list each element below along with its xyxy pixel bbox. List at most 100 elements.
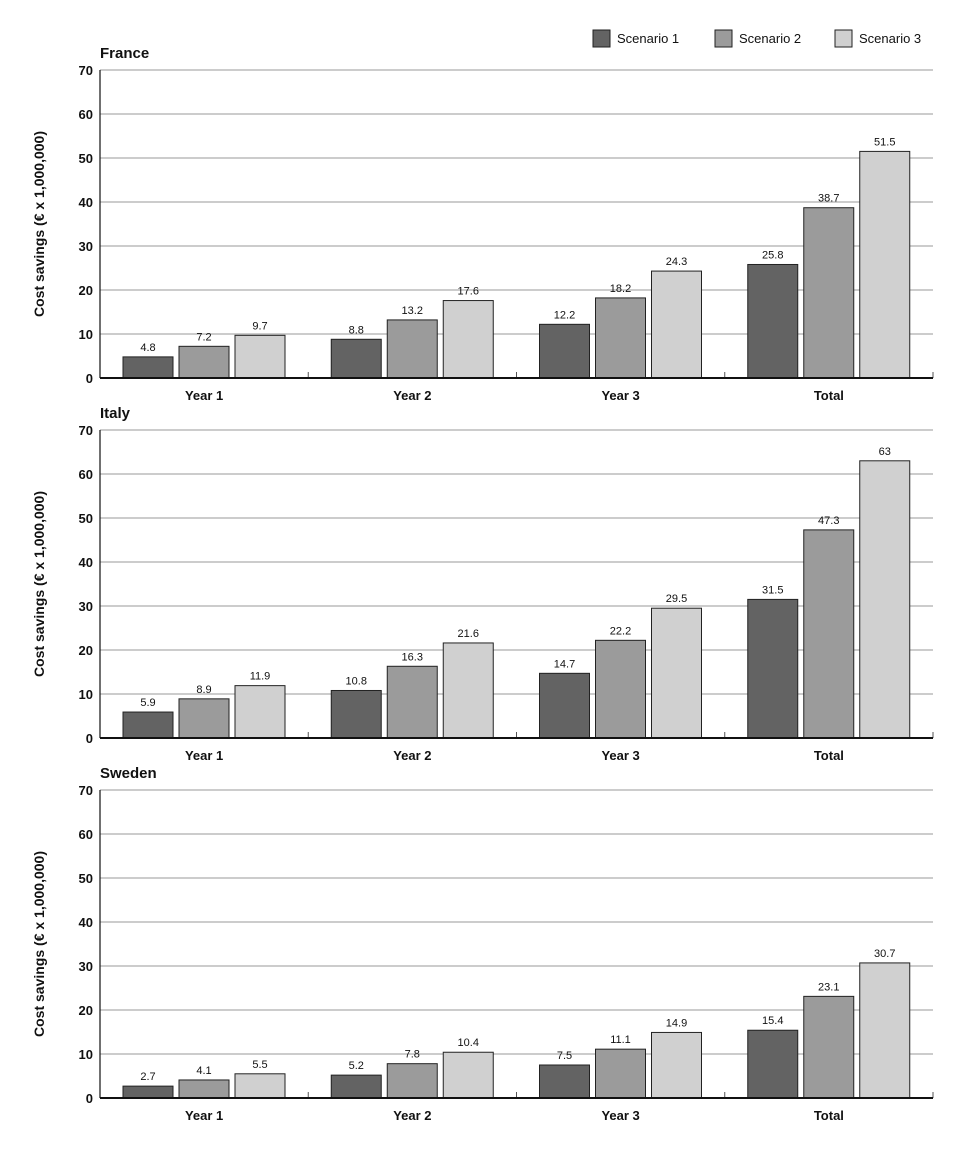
legend-item: Scenario 1 xyxy=(592,29,679,48)
x-tick-label: Year 3 xyxy=(601,1108,639,1123)
bar xyxy=(330,1074,382,1099)
x-tick-label: Year 1 xyxy=(185,1108,223,1123)
bar xyxy=(442,642,494,739)
y-tick-label: 50 xyxy=(79,511,93,526)
y-tick-label: 0 xyxy=(86,1091,93,1106)
bar xyxy=(122,1085,174,1099)
bar xyxy=(803,995,855,1099)
bar xyxy=(859,962,911,1099)
bar xyxy=(442,1051,494,1099)
y-axis-label: Cost savings (€ x 1,000,000) xyxy=(31,131,47,317)
data-label: 13.2 xyxy=(402,305,423,317)
x-tick-label: Total xyxy=(814,1108,844,1123)
bar xyxy=(803,207,855,379)
data-label: 30.7 xyxy=(874,948,895,960)
y-tick-label: 30 xyxy=(79,599,93,614)
data-label: 11.1 xyxy=(610,1034,631,1046)
data-label: 63 xyxy=(879,446,891,458)
bar xyxy=(122,356,174,379)
y-tick-label: 20 xyxy=(79,643,93,658)
data-label: 24.3 xyxy=(666,256,687,268)
panel-italy: Italy Cost savings (€ x 1,000,000) 0 10 20 30… xyxy=(31,405,934,763)
y-tick-label: 10 xyxy=(79,1047,93,1062)
panel-sweden: Sweden Cost savings (€ x 1,000,000) 0 10 20 3… xyxy=(31,765,934,1123)
bar xyxy=(651,270,702,379)
y-tick-label: 40 xyxy=(79,915,93,930)
panel-title: France xyxy=(100,45,149,62)
data-label: 29.5 xyxy=(666,593,687,605)
x-tick-label: Total xyxy=(814,388,844,403)
x-tick-label: Year 2 xyxy=(393,1108,431,1123)
x-tick-label: Year 1 xyxy=(185,388,223,403)
y-tick-label: 50 xyxy=(79,871,93,886)
data-label: 10.8 xyxy=(346,675,367,687)
bar xyxy=(386,665,438,739)
data-label: 7.8 xyxy=(405,1049,420,1061)
legend-item: Scenario 3 xyxy=(834,29,921,48)
x-tick-label: Year 2 xyxy=(393,748,431,763)
data-label: 10.4 xyxy=(458,1037,479,1049)
data-label: 16.3 xyxy=(402,651,423,663)
data-label: 8.8 xyxy=(349,324,364,336)
bar xyxy=(747,1029,799,1099)
bar xyxy=(595,639,646,739)
data-label: 8.9 xyxy=(196,684,211,696)
bar xyxy=(595,1048,646,1099)
bar xyxy=(330,338,382,379)
x-tick-label: Year 3 xyxy=(601,748,639,763)
data-label: 14.7 xyxy=(554,658,575,670)
bar xyxy=(442,300,494,379)
bar xyxy=(539,1064,590,1099)
data-label: 2.7 xyxy=(140,1071,155,1083)
data-label: 9.7 xyxy=(252,320,267,332)
y-tick-label: 60 xyxy=(79,827,93,842)
data-label: 7.2 xyxy=(196,331,211,343)
data-label: 5.9 xyxy=(140,697,155,709)
data-label: 17.6 xyxy=(458,286,479,298)
y-tick-label: 40 xyxy=(79,555,93,570)
data-label: 25.8 xyxy=(762,249,783,261)
y-axis-label: Cost savings (€ x 1,000,000) xyxy=(31,851,47,1037)
bar xyxy=(539,672,590,739)
bar xyxy=(330,689,382,739)
data-label: 11.9 xyxy=(250,671,271,683)
data-label: 23.1 xyxy=(818,981,839,993)
x-tick-label: Year 2 xyxy=(393,388,431,403)
y-tick-label: 10 xyxy=(79,327,93,342)
y-tick-label: 0 xyxy=(86,731,93,746)
data-label: 38.7 xyxy=(818,193,839,205)
panel-title: Sweden xyxy=(100,765,157,782)
bar xyxy=(859,460,911,739)
bar xyxy=(539,323,590,379)
data-label: 31.5 xyxy=(762,584,783,596)
legend-label: Scenario 1 xyxy=(617,31,679,46)
panel-title: Italy xyxy=(100,405,131,422)
bar xyxy=(178,698,230,739)
bar xyxy=(386,319,438,379)
bar xyxy=(122,711,174,739)
y-tick-label: 0 xyxy=(86,371,93,386)
panel-france: France Cost savings (€ x 1,000,000) 0 10 20 3… xyxy=(31,45,934,403)
data-label: 4.1 xyxy=(196,1065,211,1077)
bar xyxy=(595,297,646,379)
legend-swatch xyxy=(834,29,853,48)
legend-swatch xyxy=(592,29,611,48)
x-tick-label: Total xyxy=(814,748,844,763)
y-tick-label: 30 xyxy=(79,239,93,254)
bar xyxy=(386,1063,438,1099)
data-label: 14.9 xyxy=(666,1017,687,1029)
bar xyxy=(178,1079,230,1099)
data-label: 22.2 xyxy=(610,625,631,637)
data-label: 5.5 xyxy=(252,1059,267,1071)
bar xyxy=(651,607,702,739)
bar xyxy=(803,529,855,739)
y-tick-label: 70 xyxy=(79,783,93,798)
bar xyxy=(747,598,799,739)
y-tick-label: 70 xyxy=(79,423,93,438)
y-axis-label: Cost savings (€ x 1,000,000) xyxy=(31,491,47,677)
data-label: 21.6 xyxy=(458,628,479,640)
data-label: 15.4 xyxy=(762,1015,783,1027)
bar xyxy=(747,263,799,379)
